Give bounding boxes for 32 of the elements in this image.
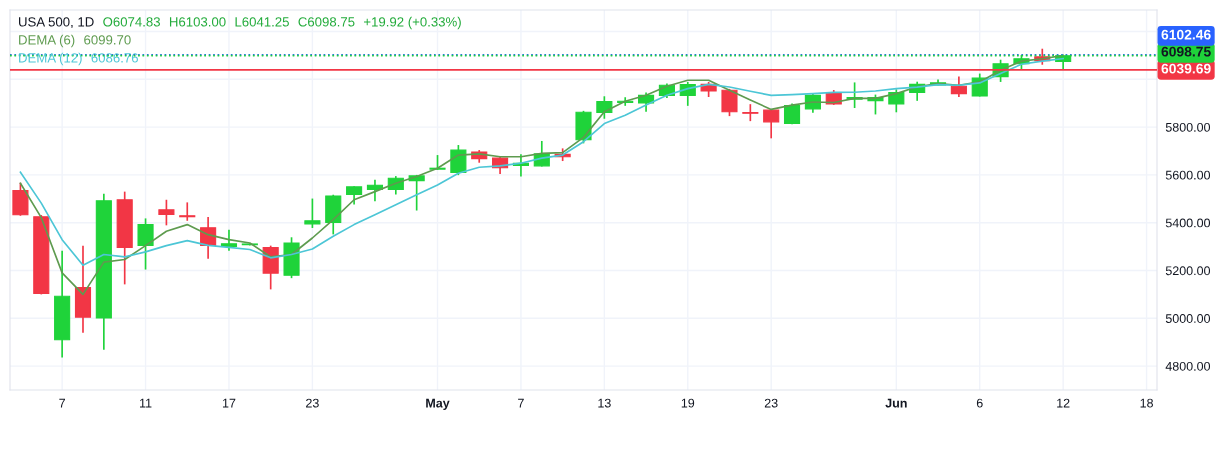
x-tick-label: 12 bbox=[1057, 398, 1070, 408]
text: DEMA (6) bbox=[19, 34, 75, 48]
annotation: USA 500, 1D bbox=[19, 17, 94, 29]
y-tick-label: 5000.00 bbox=[1165, 314, 1211, 323]
ref-line-label: 6102.46 bbox=[1161, 29, 1211, 40]
annotation: +19.92 (+0.33%) bbox=[364, 16, 461, 30]
annotation: O6074.83 bbox=[103, 17, 160, 27]
y-tick-label: 5400.00 bbox=[1165, 218, 1211, 228]
x-tick-label: May bbox=[426, 398, 450, 410]
x-tick-label: 19 bbox=[681, 398, 695, 408]
x-tick-label: 13 bbox=[598, 398, 611, 408]
x-tick-label: 18 bbox=[1140, 398, 1153, 408]
x-tick-label: 23 bbox=[764, 398, 778, 408]
x-tick-label: 17 bbox=[222, 398, 236, 408]
x-tick-label: Jun bbox=[885, 398, 907, 408]
x-tick-label: 11 bbox=[140, 398, 152, 408]
x-tick-label: 6 bbox=[976, 398, 983, 408]
ref-line-label: 6098.75 bbox=[1161, 46, 1211, 57]
annotation: L6041.25 bbox=[235, 17, 289, 27]
x-tick-label: 23 bbox=[306, 398, 319, 408]
y-tick-label: 5800.00 bbox=[1165, 122, 1211, 132]
annotation: C6098.75 bbox=[298, 17, 355, 27]
x-tick-label: 7 bbox=[59, 398, 65, 408]
x-tick-label: 7 bbox=[518, 398, 524, 408]
annotation: 6099.70 bbox=[84, 35, 131, 45]
annotation: 6086.76 bbox=[91, 53, 138, 63]
y-tick-label: 4800.00 bbox=[1165, 361, 1211, 371]
text: DEMA (12) bbox=[19, 52, 82, 66]
annotation: H6103.00 bbox=[169, 17, 226, 27]
y-tick-label: 5600.00 bbox=[1165, 170, 1211, 180]
y-tick-label: 5200.00 bbox=[1165, 266, 1211, 276]
ref-line-label: 6039.69 bbox=[1161, 63, 1211, 74]
